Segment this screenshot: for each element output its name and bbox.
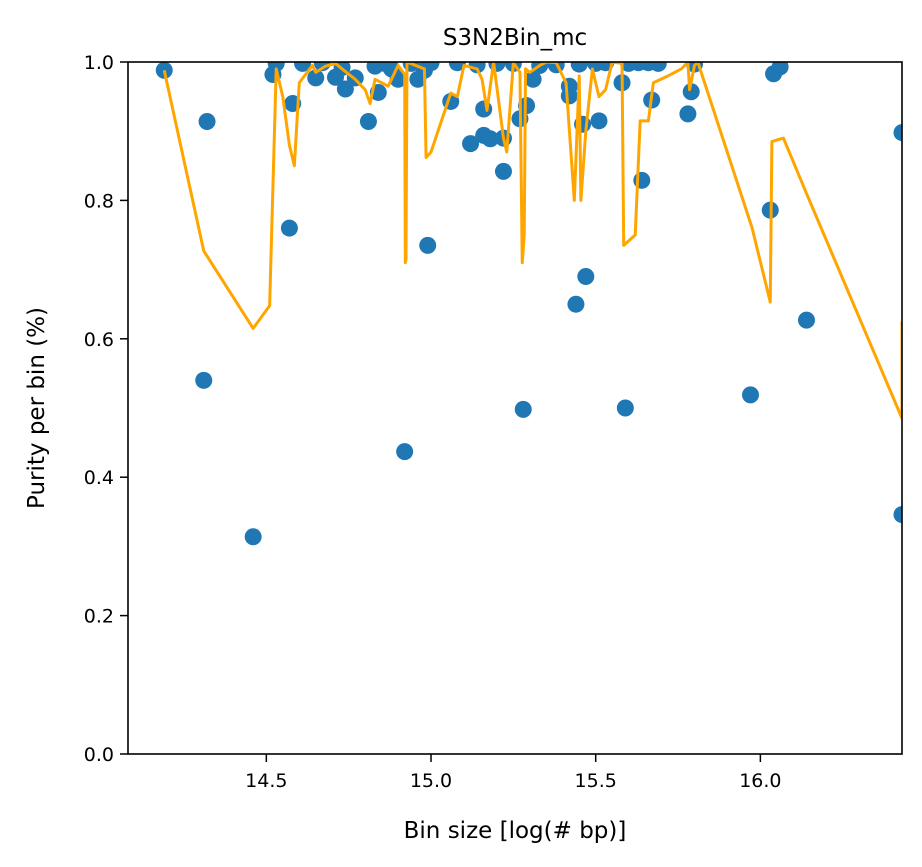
scatter-point-45 — [560, 87, 578, 105]
y-tick-label-0: 0.0 — [84, 744, 114, 766]
x-tick-label-0: 14.5 — [245, 770, 287, 792]
x-tick-label-3: 16.0 — [739, 770, 781, 792]
scatter-point-46 — [567, 295, 585, 313]
scatter-point-31 — [475, 100, 493, 118]
scatter-point-29 — [462, 135, 480, 153]
x-axis-label: Bin size [log(# bp)] — [404, 818, 627, 844]
scatter-point-47 — [570, 62, 588, 73]
scatter-point-61 — [679, 105, 697, 123]
scatter-point-8 — [294, 62, 312, 72]
scatter-point-62 — [682, 83, 700, 101]
scatter-point-36 — [494, 162, 512, 180]
axes: 14.5 15.0 15.5 16.0 0.0 0.2 0.4 0.6 0.8 1.0 — [84, 52, 782, 792]
plot-frame — [127, 61, 903, 755]
scatter-point-34 — [488, 62, 506, 72]
scatter-point-21 — [396, 443, 414, 461]
y-tick-label-4: 0.8 — [84, 190, 114, 212]
trend-line — [162, 62, 902, 420]
scatter-point-51 — [590, 112, 608, 130]
scatter-point-5 — [267, 62, 285, 72]
y-axis-label: Purity per bin (%) — [24, 307, 50, 509]
scatter-point-9 — [307, 69, 325, 87]
scatter-point-2 — [198, 113, 216, 131]
scatter-point-6 — [280, 219, 298, 237]
scatter-point-60 — [649, 62, 667, 72]
scatter-point-64 — [741, 386, 759, 404]
scatter-point-67 — [771, 62, 789, 76]
chart-title: S3N2Bin_mc — [443, 25, 587, 51]
scatter-point-42 — [531, 62, 549, 74]
y-tick-label-2: 0.4 — [84, 467, 114, 489]
scatter-point-41 — [524, 70, 542, 88]
scatter-point-13 — [336, 80, 354, 98]
y-tick-label-1: 0.2 — [84, 606, 114, 628]
scatter-point-70 — [893, 506, 902, 524]
scatter-point-1 — [195, 371, 213, 389]
plot-marks — [155, 62, 902, 546]
scatter-point-49 — [577, 268, 595, 286]
scatter-point-69 — [893, 124, 902, 142]
y-tick-label-5: 1.0 — [84, 52, 114, 74]
scatter-point-26 — [422, 62, 440, 72]
scatter-point-33 — [481, 130, 499, 148]
x-tick-label-1: 15.0 — [410, 770, 452, 792]
scatter-point-39 — [514, 400, 532, 418]
scatter-point-54 — [616, 399, 634, 417]
scatter-point-68 — [797, 311, 815, 329]
scatter-point-3 — [244, 528, 262, 546]
scatter-point-25 — [419, 236, 437, 254]
x-tick-label-2: 15.5 — [575, 770, 617, 792]
y-tick-label-3: 0.6 — [84, 329, 114, 351]
scatter-point-28 — [448, 62, 466, 72]
scatter-point-15 — [359, 113, 377, 131]
